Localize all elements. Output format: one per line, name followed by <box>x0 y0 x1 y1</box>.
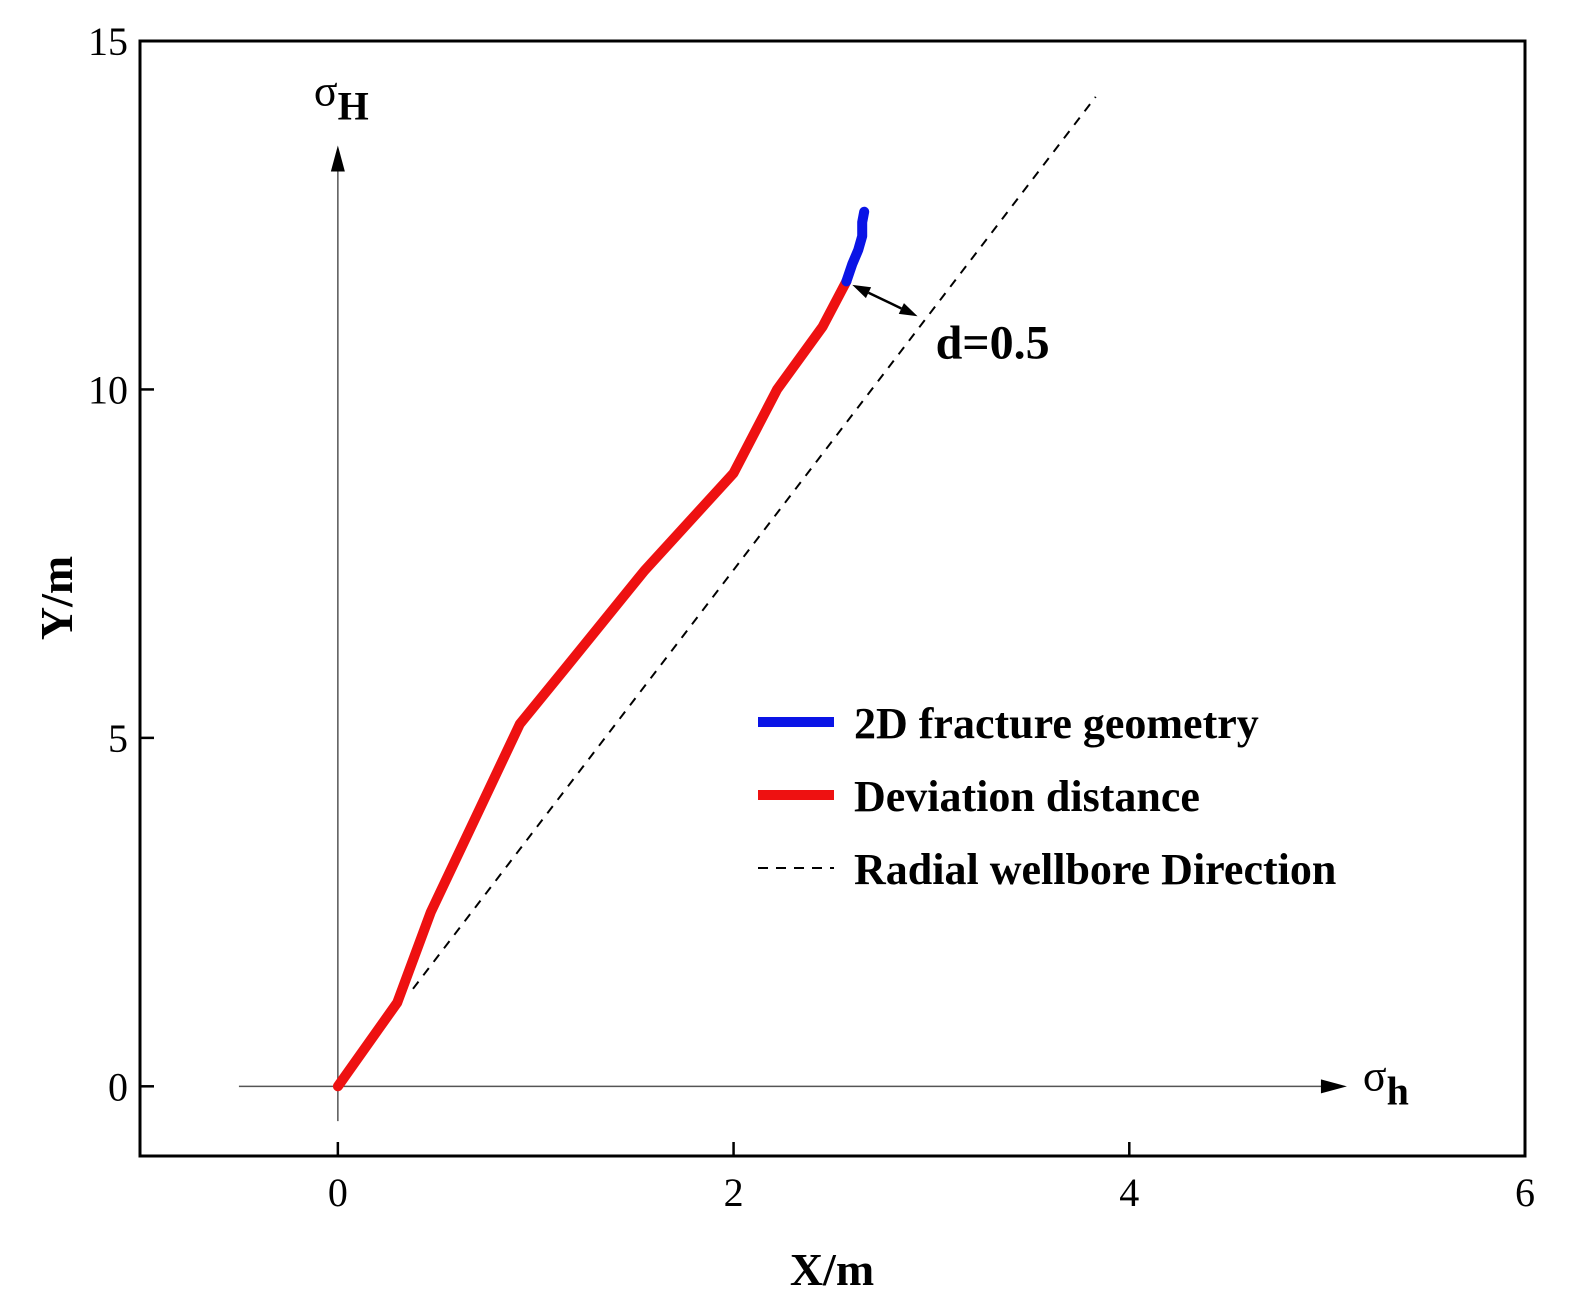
x-tick-label: 0 <box>328 1170 348 1215</box>
legend-label-2: Deviation distance <box>854 772 1200 821</box>
x-ticks: 0 2 4 6 <box>328 1142 1535 1215</box>
y-axis-title: Y/m <box>31 556 82 640</box>
deviation-distance-label: d=0.5 <box>936 316 1050 369</box>
y-tick-label: 10 <box>88 367 128 412</box>
x-tick-label: 4 <box>1119 1170 1139 1215</box>
y-ticks: 0 5 10 15 <box>88 19 154 1109</box>
series-line-2 <box>332 276 852 1092</box>
horizontal-stress-arrowhead <box>1320 1079 1347 1094</box>
sigma-H-label: σH <box>314 67 369 129</box>
stress-axes: σh σH <box>238 67 1409 1122</box>
x-axis-title: X/m <box>790 1244 874 1295</box>
legend: 2D fracture geometry Deviation distance Ra… <box>758 699 1336 894</box>
series-layer <box>332 96 1097 1092</box>
deviation-annotation: d=0.5 <box>852 284 1050 369</box>
y-tick-label: 5 <box>108 716 128 761</box>
plot-area-frame <box>138 39 1527 1158</box>
deviation-arrowhead-end <box>898 303 918 317</box>
legend-label-3: Radial wellbore Direction <box>854 845 1336 894</box>
sigma-h-label: σh <box>1363 1051 1409 1113</box>
y-tick-label: 0 <box>108 1064 128 1109</box>
deviation-arrowhead-start <box>852 284 872 299</box>
y-tick-label: 15 <box>88 19 128 64</box>
x-tick-label: 2 <box>724 1170 744 1215</box>
legend-label-1: 2D fracture geometry <box>854 699 1259 748</box>
series-line-1 <box>841 206 870 287</box>
vertical-stress-arrowhead <box>330 145 345 172</box>
deviation-arrow <box>867 291 902 310</box>
x-tick-label: 6 <box>1515 1170 1535 1215</box>
series-line-3 <box>412 96 1097 990</box>
